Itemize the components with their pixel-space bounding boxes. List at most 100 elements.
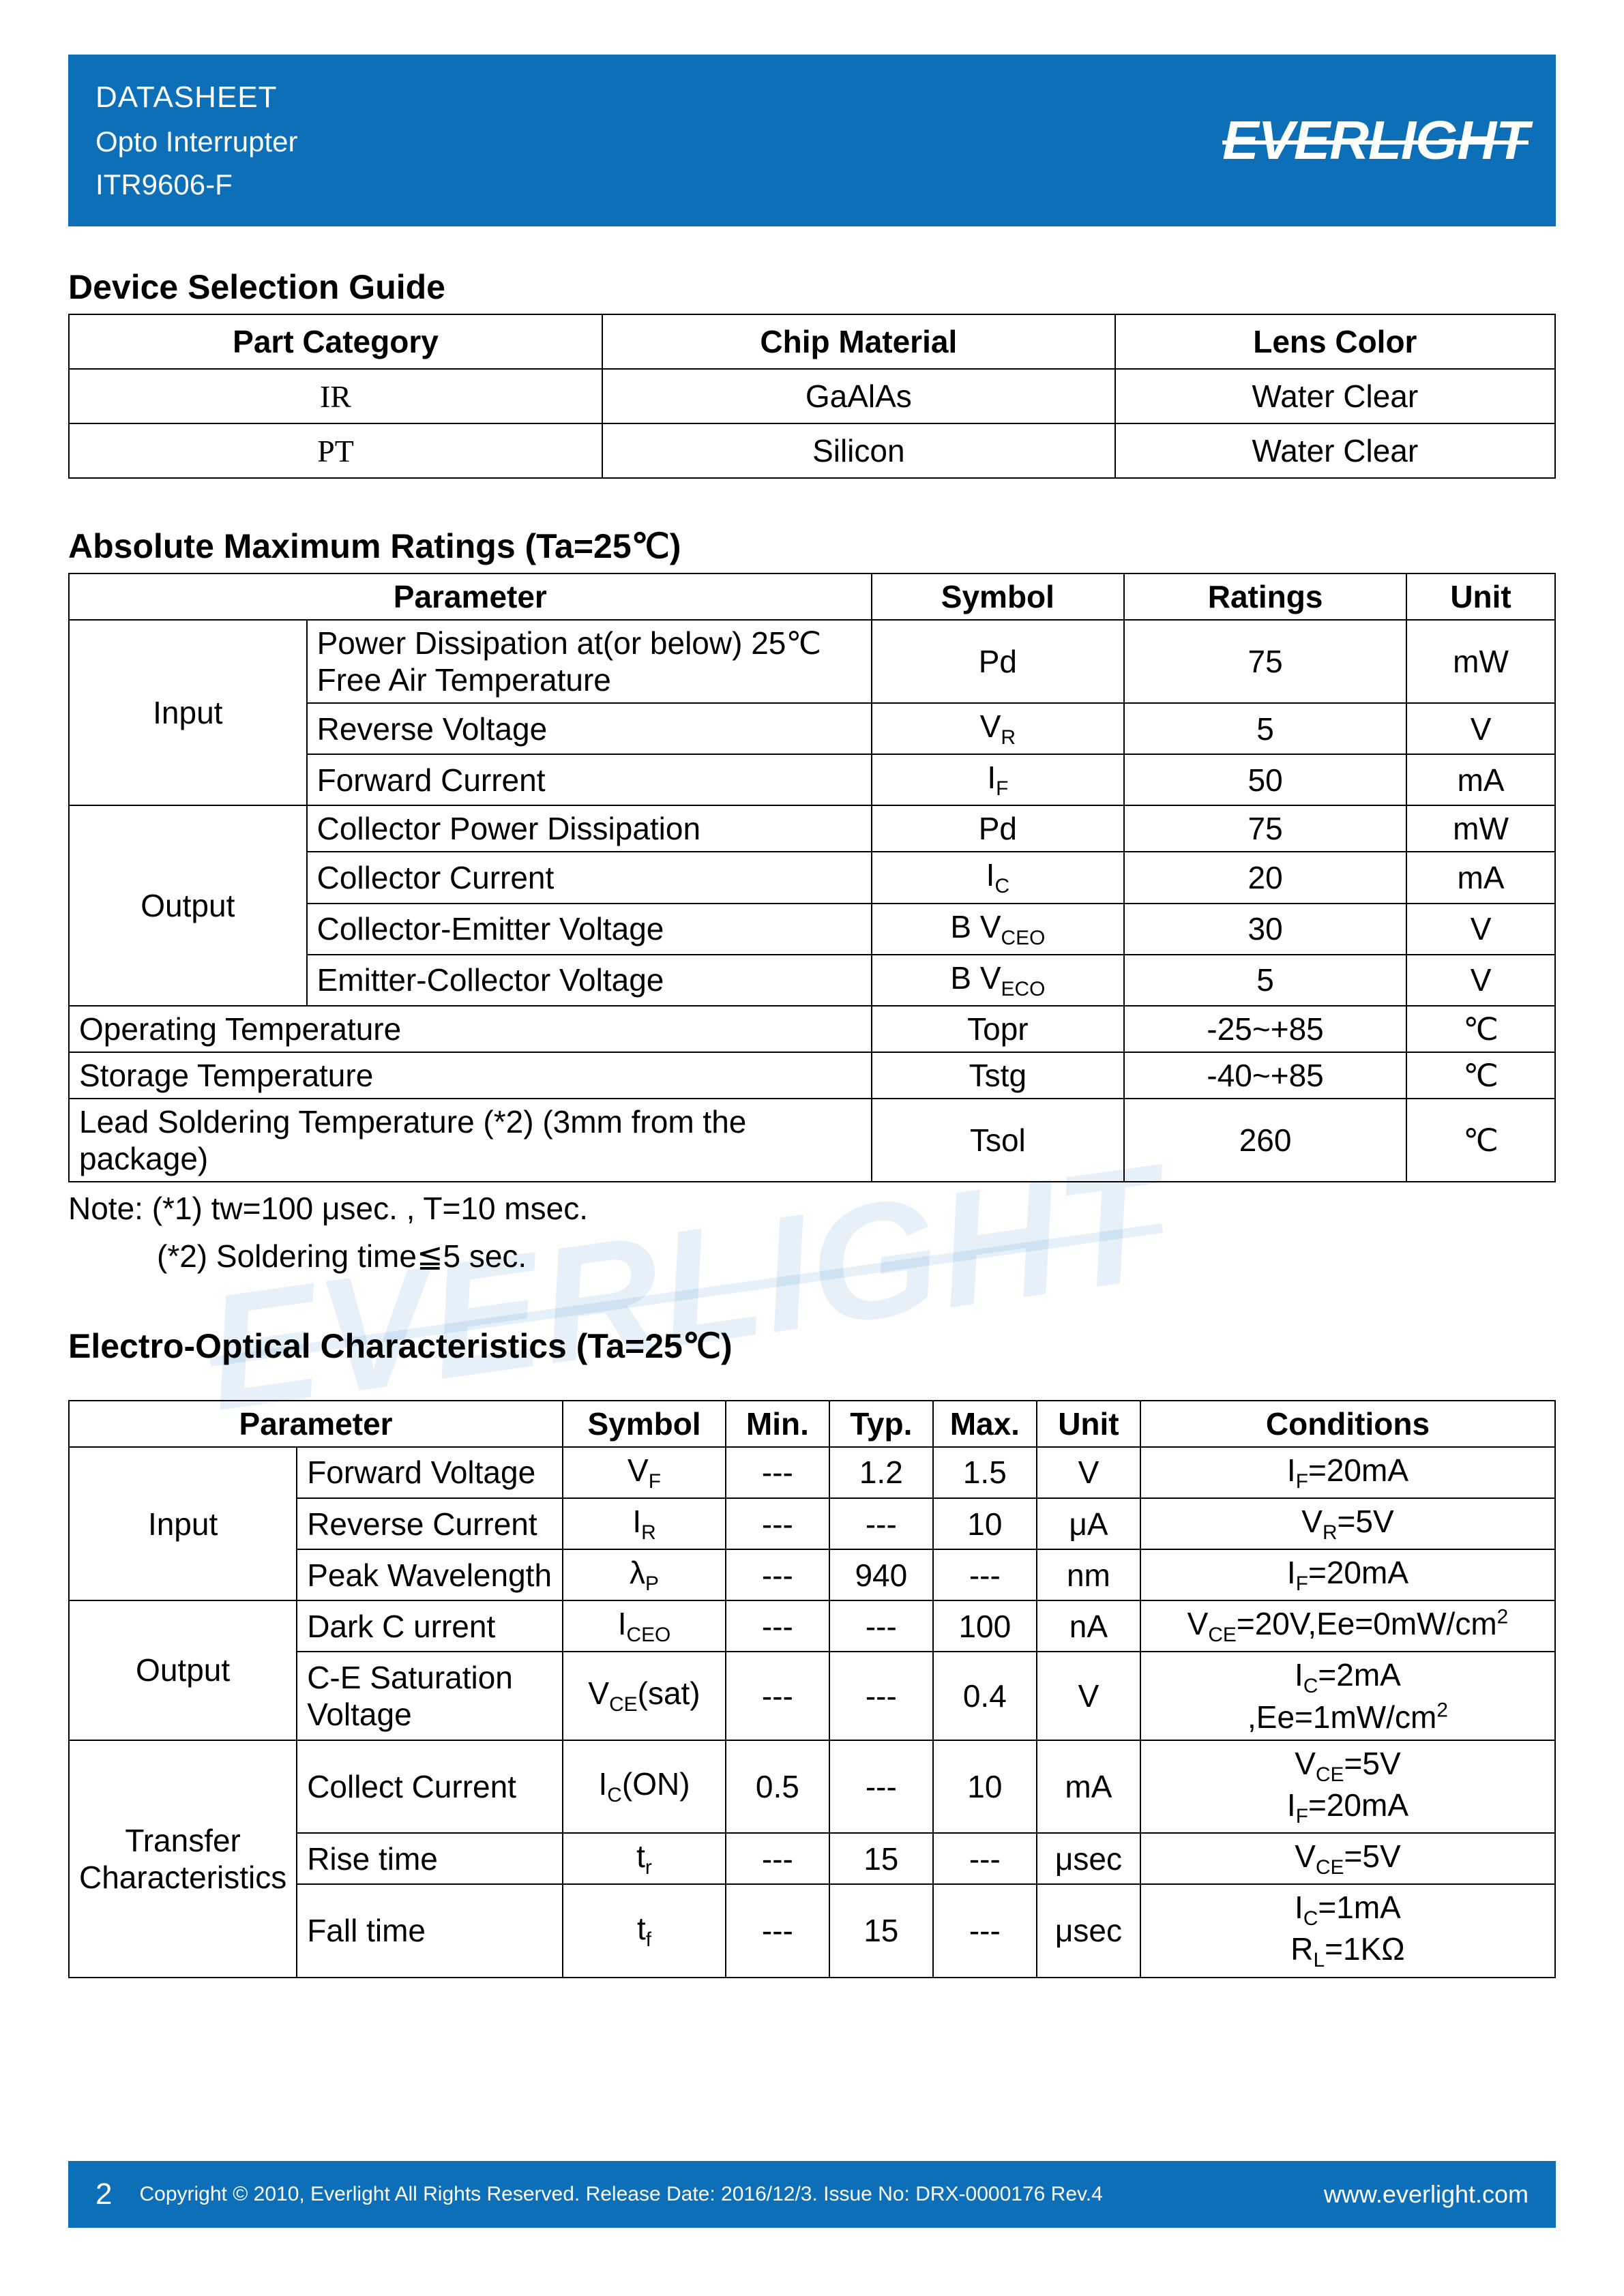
dsg-cell: GaAlAs bbox=[602, 369, 1115, 423]
eoc-min: --- bbox=[726, 1600, 829, 1652]
header-left: DATASHEET Opto Interrupter ITR9606-F bbox=[95, 75, 297, 206]
eoc-typ: 940 bbox=[829, 1549, 933, 1600]
amr-unit: V bbox=[1406, 955, 1555, 1006]
footer-bar: 2 Copyright © 2010, Everlight All Rights… bbox=[68, 2161, 1556, 2228]
eoc-sym: IR bbox=[563, 1498, 726, 1549]
amr-h-rat: Ratings bbox=[1124, 573, 1406, 620]
amr-unit: mW bbox=[1406, 805, 1555, 852]
eoc-typ: --- bbox=[829, 1740, 933, 1833]
amr-sym: Tstg bbox=[872, 1052, 1124, 1099]
amr-unit: mA bbox=[1406, 852, 1555, 903]
eoc-unit: mA bbox=[1037, 1740, 1140, 1833]
eoc-max: 0.4 bbox=[933, 1652, 1037, 1740]
eoc-sym: tr bbox=[563, 1833, 726, 1884]
eoc-param: Rise time bbox=[297, 1833, 563, 1884]
amr-sym: Pd bbox=[872, 620, 1124, 703]
amr-rat: 5 bbox=[1124, 703, 1406, 754]
eoc-min: 0.5 bbox=[726, 1740, 829, 1833]
table-row: Output Dark C urrent ICEO --- --- 100 nA… bbox=[69, 1600, 1555, 1652]
eoc-unit: nm bbox=[1037, 1549, 1140, 1600]
eoc-max: --- bbox=[933, 1833, 1037, 1884]
table-header-row: Part Category Chip Material Lens Color bbox=[69, 314, 1555, 369]
table-row: Transfer Characteristics Collect Current… bbox=[69, 1740, 1555, 1833]
eoc-param: Collect Current bbox=[297, 1740, 563, 1833]
table-row: Input Forward Voltage VF --- 1.2 1.5 V I… bbox=[69, 1447, 1555, 1498]
table-row: IR GaAlAs Water Clear bbox=[69, 369, 1555, 423]
amr-table: Parameter Symbol Ratings Unit Input Powe… bbox=[68, 573, 1556, 1182]
header-line1: DATASHEET bbox=[95, 75, 297, 120]
eoc-h-param: Parameter bbox=[69, 1401, 563, 1447]
amr-note2: (*2) Soldering time≦5 sec. bbox=[157, 1234, 1556, 1278]
amr-rat: 5 bbox=[1124, 955, 1406, 1006]
table-header-row: Parameter Symbol Min. Typ. Max. Unit Con… bbox=[69, 1401, 1555, 1447]
amr-unit: V bbox=[1406, 904, 1555, 955]
amr-rat: -25~+85 bbox=[1124, 1006, 1406, 1052]
eoc-h-min: Min. bbox=[726, 1401, 829, 1447]
amr-rat: -40~+85 bbox=[1124, 1052, 1406, 1099]
eoc-table: Parameter Symbol Min. Typ. Max. Unit Con… bbox=[68, 1400, 1556, 1978]
amr-rat: 30 bbox=[1124, 904, 1406, 955]
eoc-max: --- bbox=[933, 1549, 1037, 1600]
amr-param: Collector Current bbox=[307, 852, 872, 903]
amr-unit: ℃ bbox=[1406, 1052, 1555, 1099]
eoc-cond: IF=20mA bbox=[1140, 1549, 1555, 1600]
eoc-h-max: Max. bbox=[933, 1401, 1037, 1447]
eoc-max: --- bbox=[933, 1884, 1037, 1977]
eoc-sym: IC(ON) bbox=[563, 1740, 726, 1833]
eoc-sym: ICEO bbox=[563, 1600, 726, 1652]
amr-param: Operating Temperature bbox=[69, 1006, 872, 1052]
dsg-h0: Part Category bbox=[69, 314, 602, 369]
amr-sym: Pd bbox=[872, 805, 1124, 852]
table-row: Output Collector Power Dissipation Pd 75… bbox=[69, 805, 1555, 852]
eoc-group-transfer: Transfer Characteristics bbox=[69, 1740, 297, 1978]
footer-url: www.everlight.com bbox=[1324, 2180, 1529, 2209]
table-row: Storage Temperature Tstg -40~+85 ℃ bbox=[69, 1052, 1555, 1099]
eoc-typ: 15 bbox=[829, 1833, 933, 1884]
eoc-cond: VR=5V bbox=[1140, 1498, 1555, 1549]
eoc-h-sym: Symbol bbox=[563, 1401, 726, 1447]
eoc-min: --- bbox=[726, 1884, 829, 1977]
amr-rat: 75 bbox=[1124, 620, 1406, 703]
eoc-typ: --- bbox=[829, 1652, 933, 1740]
eoc-group-input: Input bbox=[69, 1447, 297, 1601]
eoc-unit: nA bbox=[1037, 1600, 1140, 1652]
eoc-cond: IC=2mA,Ee=1mW/cm2 bbox=[1140, 1652, 1555, 1740]
dsg-table: Part Category Chip Material Lens Color I… bbox=[68, 314, 1556, 479]
eoc-h-unit: Unit bbox=[1037, 1401, 1140, 1447]
amr-group-input: Input bbox=[69, 620, 307, 805]
amr-rat: 75 bbox=[1124, 805, 1406, 852]
eoc-param: Forward Voltage bbox=[297, 1447, 563, 1498]
table-row: Lead Soldering Temperature (*2) (3mm fro… bbox=[69, 1099, 1555, 1182]
header-line2: Opto Interrupter bbox=[95, 120, 297, 163]
dsg-cell: IR bbox=[69, 369, 602, 423]
amr-sym: Topr bbox=[872, 1006, 1124, 1052]
amr-unit: ℃ bbox=[1406, 1099, 1555, 1182]
eoc-param: Peak Wavelength bbox=[297, 1549, 563, 1600]
dsg-cell: Water Clear bbox=[1115, 369, 1555, 423]
eoc-param: Fall time bbox=[297, 1884, 563, 1977]
eoc-group-output: Output bbox=[69, 1600, 297, 1740]
eoc-title: Electro-Optical Characteristics (Ta=25℃) bbox=[68, 1326, 1556, 1366]
eoc-typ: --- bbox=[829, 1600, 933, 1652]
eoc-max: 1.5 bbox=[933, 1447, 1037, 1498]
amr-param: Collector Power Dissipation bbox=[307, 805, 872, 852]
eoc-sym: VCE(sat) bbox=[563, 1652, 726, 1740]
amr-unit: ℃ bbox=[1406, 1006, 1555, 1052]
amr-sym: Tsol bbox=[872, 1099, 1124, 1182]
amr-param: Reverse Voltage bbox=[307, 703, 872, 754]
eoc-h-cond: Conditions bbox=[1140, 1401, 1555, 1447]
amr-param: Storage Temperature bbox=[69, 1052, 872, 1099]
header-bar: DATASHEET Opto Interrupter ITR9606-F EVE… bbox=[68, 55, 1556, 226]
dsg-title: Device Selection Guide bbox=[68, 267, 1556, 307]
eoc-param: Reverse Current bbox=[297, 1498, 563, 1549]
eoc-unit: μA bbox=[1037, 1498, 1140, 1549]
eoc-param: C-E Saturation Voltage bbox=[297, 1652, 563, 1740]
eoc-unit: V bbox=[1037, 1447, 1140, 1498]
eoc-sym: tf bbox=[563, 1884, 726, 1977]
amr-param: Forward Current bbox=[307, 754, 872, 805]
brand-logo: EVERLIGHT bbox=[1222, 109, 1529, 172]
eoc-typ: 15 bbox=[829, 1884, 933, 1977]
eoc-min: --- bbox=[726, 1652, 829, 1740]
amr-unit: mA bbox=[1406, 754, 1555, 805]
eoc-unit: V bbox=[1037, 1652, 1140, 1740]
